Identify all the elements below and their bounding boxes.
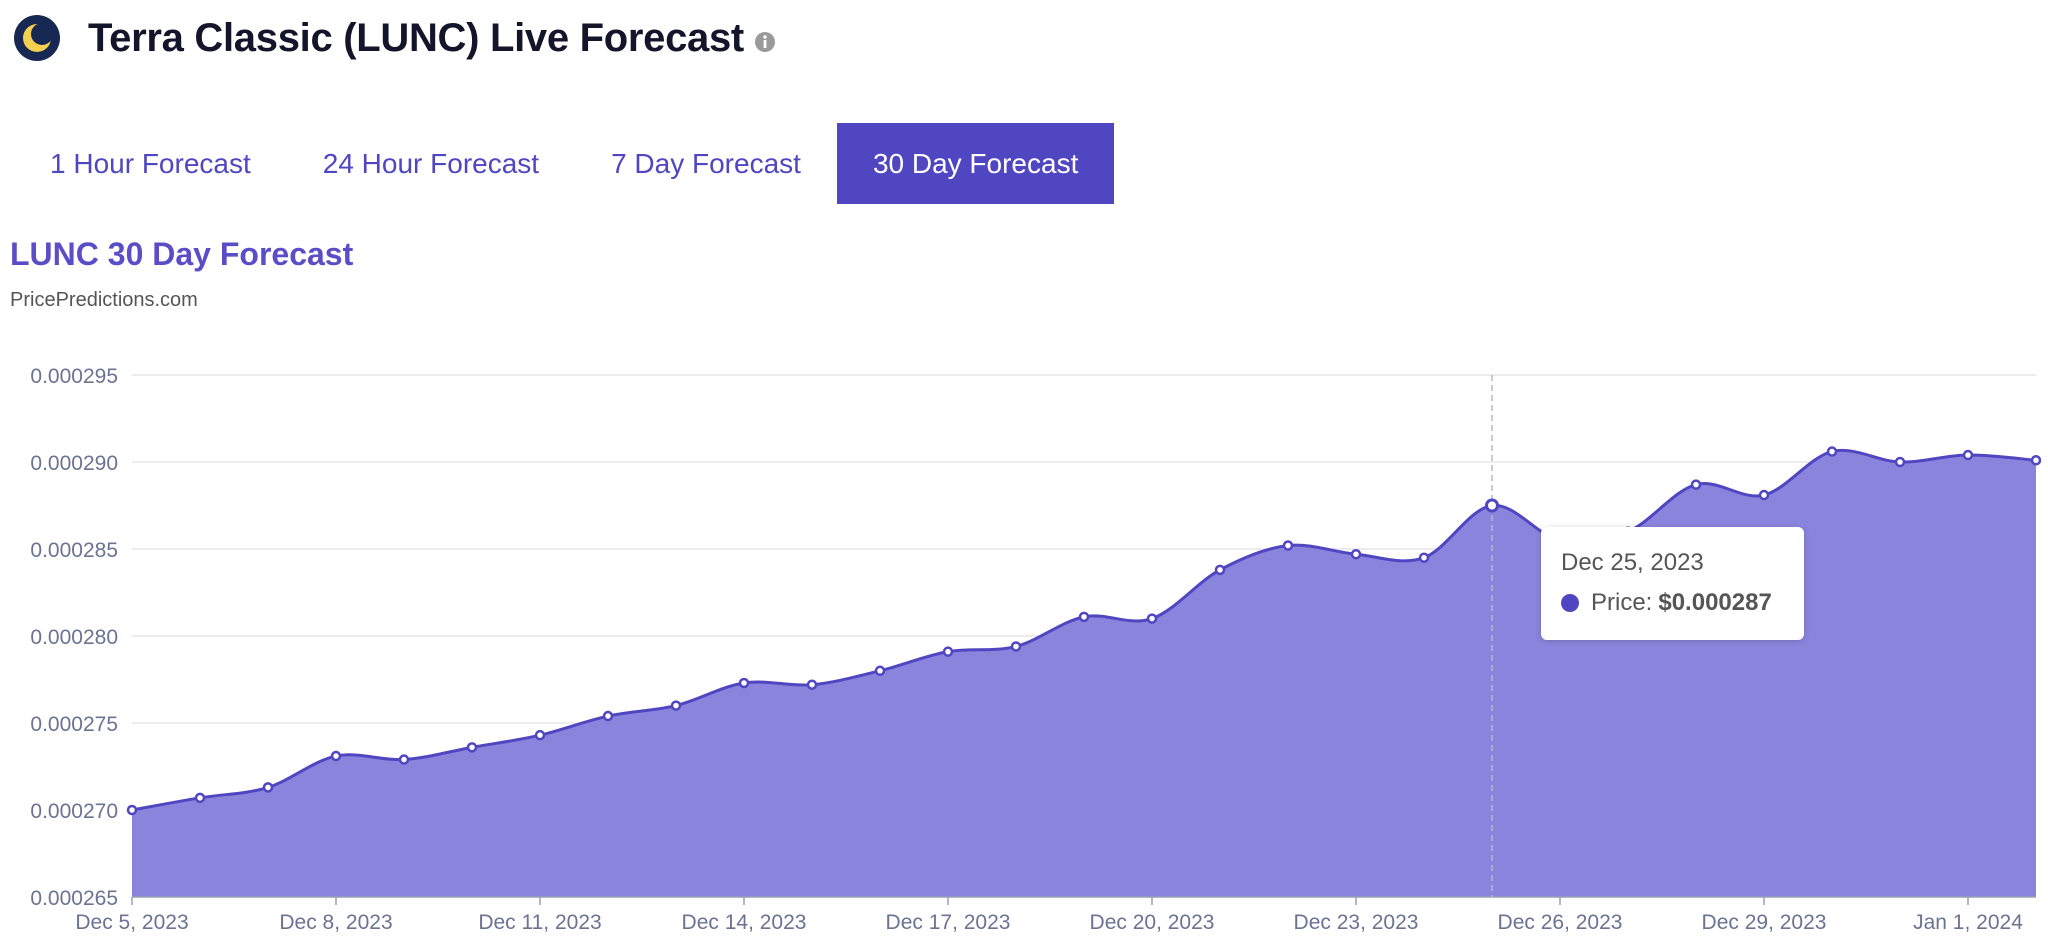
data-point: [1826, 446, 1838, 457]
data-point: [330, 750, 342, 762]
price-series-line: [131, 448, 2037, 812]
tooltip-price-label: Price:: [1591, 589, 1653, 616]
chart-subtitle: PricePredictions.com: [10, 289, 198, 311]
data-point: [602, 710, 614, 722]
data-point: [534, 729, 546, 741]
data-point: [1690, 479, 1702, 490]
header: Terra Classic (LUNC) Live Forecast: [14, 12, 776, 64]
data-point: [398, 754, 410, 765]
data-point: [1078, 611, 1090, 623]
forecast-tabs: 1 Hour Forecast 24 Hour Forecast 7 Day F…: [14, 123, 1115, 204]
page-title: Terra Classic (LUNC) Live Forecast: [88, 15, 744, 60]
x-tick-label: Dec 20, 2023: [1090, 911, 1215, 934]
data-point: [1758, 489, 1770, 501]
x-tick-label: Dec 26, 2023: [1498, 911, 1623, 934]
tooltip-price-row: Price: $0.000287: [1561, 589, 1784, 617]
tab-1-hour-forecast[interactable]: 1 Hour Forecast: [50, 148, 251, 179]
y-tick-label: 0.000280: [30, 626, 118, 649]
tab-24-hour-forecast[interactable]: 24 Hour Forecast: [322, 148, 540, 179]
data-point: [1962, 449, 1974, 461]
data-point: [1214, 564, 1226, 576]
data-point: [1418, 552, 1430, 563]
x-tick-label: Dec 29, 2023: [1702, 911, 1827, 934]
tab-7-day-forecast[interactable]: 7 Day Forecast: [611, 148, 801, 179]
y-tick-label: 0.000290: [30, 452, 118, 475]
x-tick-label: Dec 23, 2023: [1294, 911, 1419, 934]
x-tick-label: Dec 5, 2023: [75, 911, 188, 934]
data-point: [874, 665, 886, 677]
tooltip-date: Dec 25, 2023: [1561, 549, 1704, 576]
y-tick-label: 0.000270: [30, 800, 118, 823]
data-point: [806, 679, 818, 690]
chart-tooltip: Dec 25, 2023 Price: $0.000287: [1541, 527, 1804, 640]
tab-30-day-forecast[interactable]: 30 Day Forecast: [836, 123, 1115, 204]
data-point: [738, 677, 750, 689]
data-point: [1350, 548, 1362, 560]
x-tick-label: Dec 14, 2023: [682, 911, 807, 934]
tooltip-price-value: $0.000287: [1658, 589, 1772, 616]
data-point: [194, 792, 206, 804]
data-point: [2030, 455, 2042, 466]
data-point: [126, 804, 138, 816]
data-point: [942, 646, 954, 657]
data-point: [262, 782, 274, 793]
x-tick-label: Dec 17, 2023: [886, 911, 1011, 934]
y-tick-label: 0.000295: [30, 365, 118, 388]
info-circle-icon[interactable]: [754, 31, 776, 53]
x-tick-label: Dec 11, 2023: [478, 911, 601, 934]
data-point: [1894, 456, 1906, 468]
y-tick-label: 0.000265: [30, 887, 118, 910]
highlighted-data-point: [1485, 498, 1499, 513]
x-tick-label: Dec 8, 2023: [279, 911, 392, 934]
tooltip-series-dot: [1561, 594, 1579, 612]
y-tick-label: 0.000285: [30, 539, 118, 562]
data-point: [1282, 540, 1294, 551]
data-point: [670, 700, 682, 711]
x-tick-label: Jan 1, 2024: [1913, 911, 2023, 934]
price-area-fill: [132, 450, 2036, 897]
data-point: [466, 742, 478, 753]
terra-luna-classic-logo-icon: [14, 15, 60, 61]
y-tick-label: 0.000275: [30, 713, 118, 736]
data-point: [1010, 641, 1022, 652]
chart-title: LUNC 30 Day Forecast: [10, 236, 354, 272]
data-point: [1146, 613, 1158, 624]
